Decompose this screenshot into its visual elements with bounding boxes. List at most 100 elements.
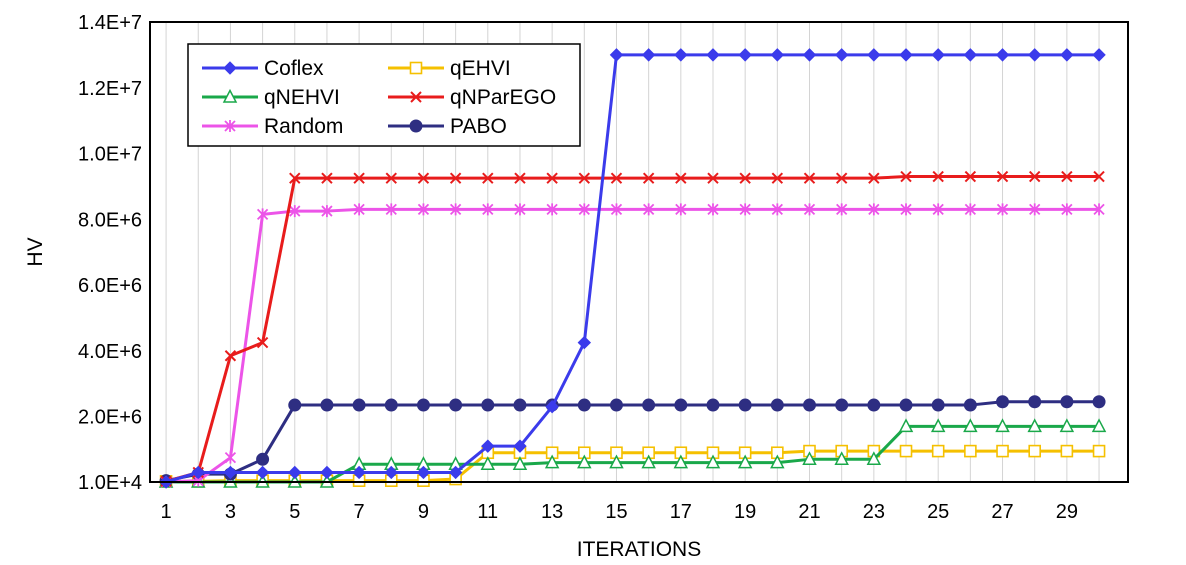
data-point (513, 398, 527, 412)
data-point (996, 170, 1009, 183)
data-point (609, 398, 623, 412)
legend-item: PABO (388, 115, 507, 138)
data-point (449, 398, 463, 412)
series-line (166, 449, 1100, 483)
data-point (643, 203, 655, 216)
x-tick-label: 15 (605, 501, 627, 523)
legend-item: qNParEGO (388, 86, 556, 109)
legend-item: Random (202, 115, 343, 138)
data-point (1028, 444, 1042, 458)
data-point (577, 335, 592, 350)
data-point (995, 48, 1010, 62)
data-point (482, 203, 494, 216)
data-point (642, 398, 656, 412)
data-point (674, 398, 688, 412)
x-tick-label: 9 (418, 501, 429, 523)
data-point (514, 172, 526, 184)
data-point (1060, 48, 1074, 62)
data-point (1092, 444, 1106, 458)
x-tick-label: 17 (670, 501, 692, 523)
data-point (353, 172, 365, 184)
data-point (416, 465, 431, 480)
data-point (288, 398, 302, 412)
data-point (930, 418, 946, 433)
data-point (675, 203, 687, 216)
x-tick-label: 25 (927, 501, 949, 523)
legend-swatch-marker (410, 91, 422, 103)
data-point (417, 172, 430, 184)
data-point (481, 439, 495, 453)
series-random (160, 203, 1105, 488)
legend-swatch-marker (224, 120, 236, 132)
data-point (255, 465, 270, 480)
data-point (320, 465, 334, 480)
data-point (996, 444, 1009, 458)
data-point (1061, 203, 1073, 216)
legend-swatch-marker (409, 61, 423, 75)
data-point (737, 454, 753, 469)
data-point (899, 444, 913, 458)
data-point (578, 172, 591, 184)
data-point (705, 454, 721, 469)
data-point (802, 48, 817, 62)
data-point (1028, 395, 1042, 409)
legend-item: qEHVI (388, 57, 511, 80)
x-tick-label: 27 (991, 501, 1013, 523)
data-point (353, 203, 365, 216)
data-point (289, 172, 301, 184)
data-point (384, 465, 398, 480)
data-point (352, 398, 366, 412)
data-point (1061, 170, 1073, 183)
legend-label: Coflex (264, 57, 324, 80)
data-point (482, 172, 494, 184)
y-tick-label: 1.0E+7 (78, 144, 142, 166)
data-point (835, 398, 849, 412)
data-point (1093, 170, 1105, 183)
data-point (513, 439, 527, 453)
data-point (867, 398, 881, 412)
x-tick-label: 29 (1056, 501, 1078, 523)
data-point (1060, 395, 1074, 409)
data-point (899, 398, 913, 412)
data-point (674, 48, 688, 62)
data-point (320, 398, 334, 412)
data-point (675, 172, 687, 184)
data-point (770, 48, 785, 62)
series-line (165, 175, 1100, 483)
data-point (481, 398, 495, 412)
y-tick-label: 1.0E+4 (78, 472, 142, 494)
y-axis-ticks: 1.0E+4 2.0E+6 4.0E+6 6.0E+6 8.0E+6 1.0E+7 1.2E… (78, 12, 142, 494)
data-point (384, 398, 398, 412)
data-point (932, 170, 944, 183)
data-point (321, 172, 333, 184)
data-point (256, 336, 269, 349)
data-point (707, 172, 719, 184)
y-tick-label: 1.2E+7 (78, 78, 142, 100)
data-point (1027, 48, 1042, 62)
data-point (545, 399, 559, 414)
data-point (449, 203, 462, 216)
data-point (641, 454, 656, 469)
data-point (289, 205, 301, 218)
data-point (770, 398, 784, 412)
data-point (739, 203, 751, 216)
data-point (416, 398, 430, 412)
data-point (771, 172, 784, 184)
data-point (448, 465, 463, 480)
series-line (165, 400, 1100, 483)
data-point (996, 203, 1009, 216)
x-axis-ticks: 1 3 5 7 9 11 13 15 17 19 21 23 25 27 29 (161, 501, 1078, 523)
series-qnparego (160, 170, 1105, 488)
y-tick-label: 4.0E+6 (78, 341, 142, 363)
data-point (1027, 418, 1042, 433)
data-point (835, 172, 848, 184)
data-point (803, 172, 816, 184)
data-point (191, 465, 205, 480)
data-point (577, 398, 591, 412)
legend-swatch-marker (222, 88, 238, 103)
data-point (546, 203, 558, 216)
x-tick-label: 5 (289, 501, 300, 523)
legend-label: qNEHVI (264, 86, 340, 109)
series-layer (158, 48, 1107, 489)
